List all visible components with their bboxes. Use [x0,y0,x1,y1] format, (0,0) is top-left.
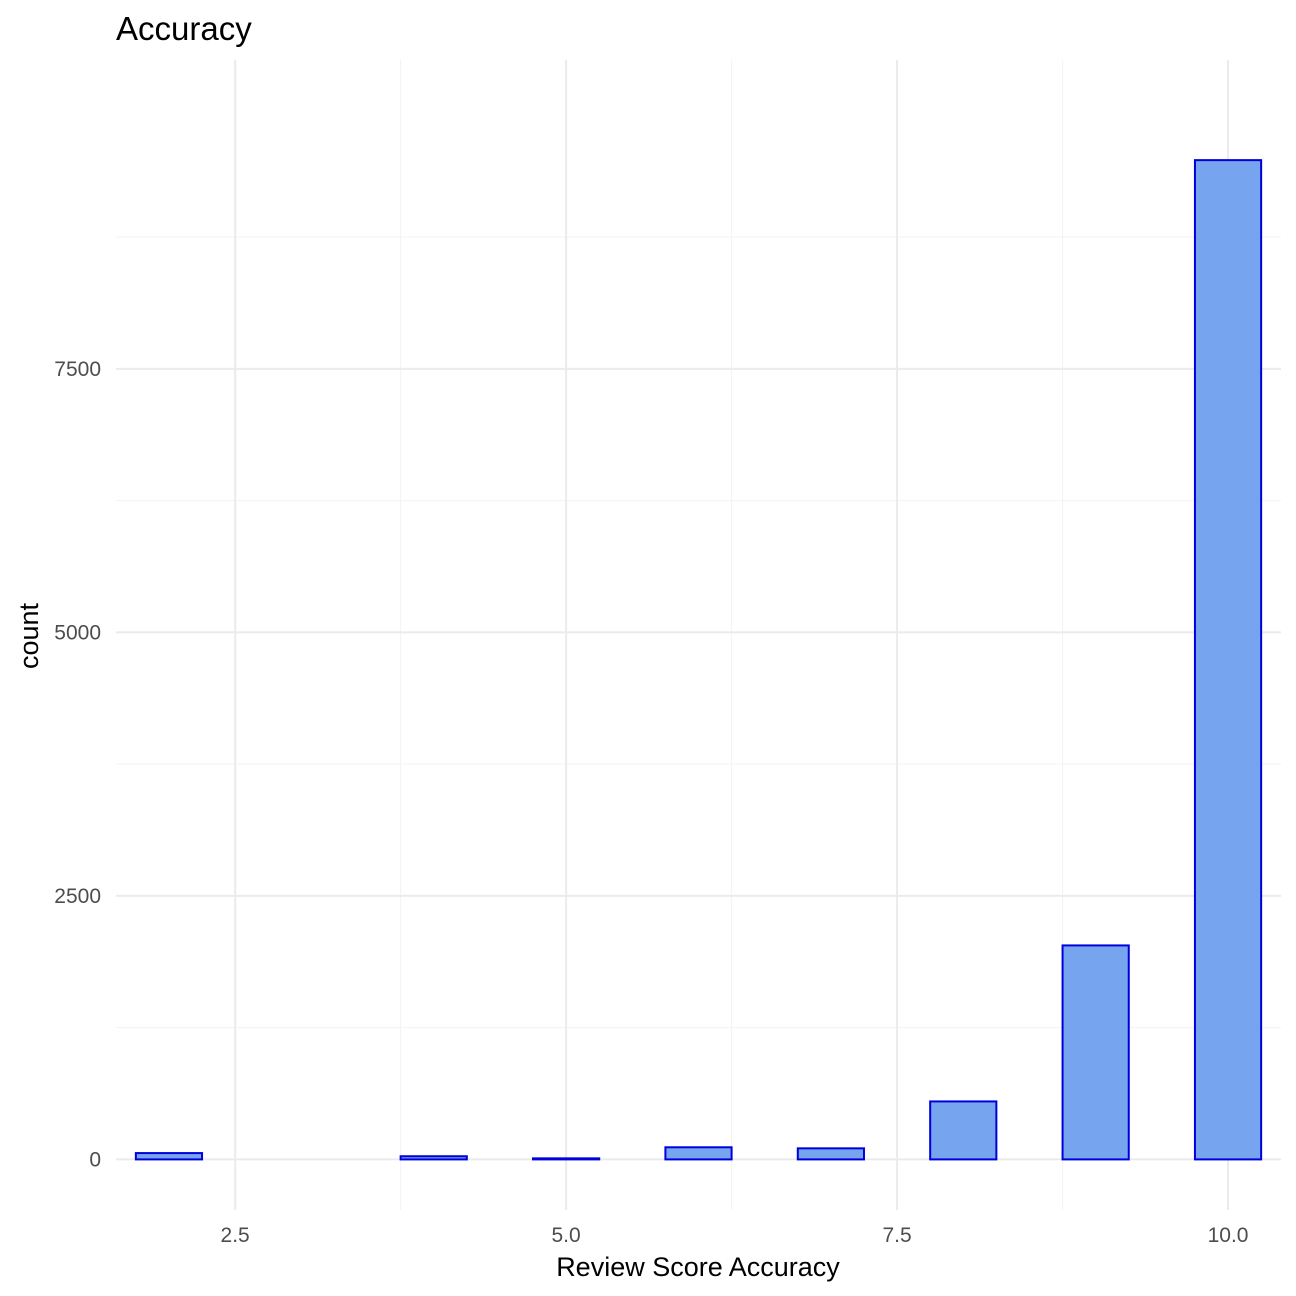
chart-title: Accuracy [116,10,252,47]
x-axis-label: Review Score Accuracy [556,1252,840,1282]
bar [1193,159,1263,1161]
x-tick-label: 7.5 [882,1224,911,1247]
bar [134,1152,204,1161]
bar [929,1100,998,1161]
x-tick-label: 10.0 [1208,1224,1249,1247]
x-tick-label: 5.0 [552,1224,581,1247]
bar [796,1147,865,1161]
y-tick-label: 2500 [54,885,101,908]
y-tick-label: 7500 [54,358,101,381]
bars [134,159,1263,1161]
y-axis-ticks: 0 2500 5000 7500 [54,358,101,1172]
y-tick-label: 5000 [54,621,101,644]
x-axis-ticks: 2.5 5.0 7.5 10.0 [221,1224,1249,1247]
y-tick-label: 0 [89,1148,101,1171]
x-tick-label: 2.5 [221,1224,250,1247]
y-axis-label: count [14,602,44,669]
bar [532,1157,601,1161]
bar [664,1146,733,1161]
bar [399,1155,468,1161]
bar [1061,944,1130,1161]
